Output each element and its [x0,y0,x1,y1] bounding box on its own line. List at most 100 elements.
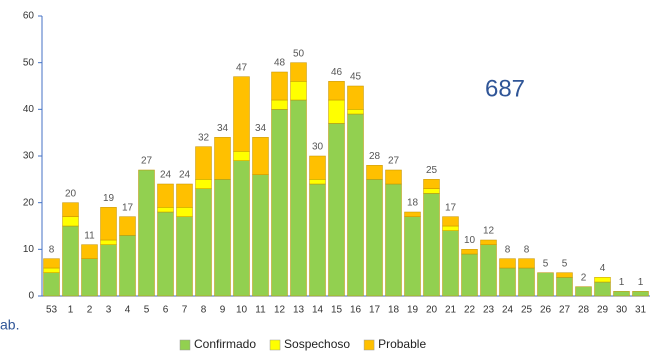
bar-segment [328,81,345,101]
bar-segment [537,272,554,297]
bar-segment [43,272,60,297]
total-label: 19 [103,193,115,204]
bar-segment [195,146,212,180]
x-tick-label: 16 [350,305,362,316]
total-label: 27 [141,156,153,167]
total-label: 5 [562,258,568,269]
bar-segment [252,174,269,297]
total-label: 8 [524,244,530,255]
bar-segment [594,277,611,283]
y-tick-label: 30 [23,151,35,162]
bar-segment [366,179,383,297]
bar-segment [518,258,535,269]
bar-segment [119,216,136,236]
bar-segment [480,244,497,297]
bar-segment [100,207,117,241]
bar-segment [309,183,326,297]
bar-segment [43,267,60,273]
x-tick-label: 15 [331,305,343,316]
total-label: 17 [445,202,457,213]
bar-segment [62,216,79,227]
bar-segment [347,85,364,110]
bar-segment [81,258,98,297]
legend-swatch [363,339,375,351]
total-label: 17 [122,202,134,213]
bar-segment [423,188,440,194]
total-label: 50 [293,48,305,59]
bar-segment [480,239,497,245]
bar-segment [81,244,98,259]
bar-segment [461,249,478,255]
bar-segment [157,211,174,297]
bar-segment [632,291,649,297]
bar-segment [214,179,231,297]
x-tick-label: 10 [236,305,248,316]
x-tick-label: 1 [68,305,74,316]
x-tick-label: 28 [578,305,590,316]
bar-segment [157,207,174,213]
legend-swatch [179,339,191,351]
x-tick-label: 12 [274,305,286,316]
bar-segment [613,291,630,297]
bar-segment [423,193,440,297]
x-tick-label: 25 [521,305,533,316]
x-tick-label: 4 [125,305,131,316]
bar-segment [119,235,136,297]
total-label: 11 [84,230,95,241]
bar-segment [461,253,478,297]
bar-segment [442,225,459,231]
total-label: 27 [388,156,400,167]
bar-segment [290,62,307,82]
y-tick-label: 0 [28,291,34,302]
x-tick-label: 9 [220,305,226,316]
total-label: 32 [198,132,210,143]
x-tick-label: 30 [616,305,628,316]
x-tick-label: 13 [293,305,305,316]
bar-segment [271,109,288,297]
total-label: 25 [426,165,438,176]
legend-label: Probable [378,337,426,351]
x-tick-label: 7 [182,305,188,316]
y-tick-label: 20 [23,197,35,208]
x-tick-label: 31 [635,305,647,316]
bar-segment [138,169,155,297]
y-tick-label: 10 [23,244,35,255]
x-tick-label: 27 [559,305,571,316]
bar-segment [100,239,117,245]
bar-segment [100,244,117,297]
bar-segment [385,169,402,185]
bar-segment [290,99,307,297]
bar-segment [271,71,288,101]
total-label: 34 [217,123,229,134]
bar-segment [328,123,345,297]
x-tick-label: 22 [464,305,476,316]
total-label: 10 [464,235,476,246]
total-label: 24 [179,170,191,181]
bar-segment [328,99,345,124]
bar-segment [214,137,231,180]
bar-segment [157,183,174,208]
x-tick-label: 26 [540,305,552,316]
bar-segment [499,258,516,269]
x-tick-label: 6 [163,305,169,316]
bar-segment [404,216,421,297]
bar-segment [404,211,421,217]
total-label: 1 [638,277,644,288]
x-tick-label: 20 [426,305,438,316]
x-tick-label: 8 [201,305,207,316]
bar-segment [499,267,516,297]
total-label: 8 [505,244,511,255]
bar-segment [347,113,364,297]
x-tick-label: 29 [597,305,609,316]
legend-label: Sospechoso [284,337,350,351]
bar-segment [347,109,364,115]
bar-segment [309,155,326,180]
bar-segment [518,267,535,297]
total-label: 2 [581,272,587,283]
bar-segment [594,281,611,297]
bar-segment [385,183,402,297]
bar-segment [556,277,573,297]
bar-segment [62,225,79,297]
x-tick-label: 24 [502,305,514,316]
